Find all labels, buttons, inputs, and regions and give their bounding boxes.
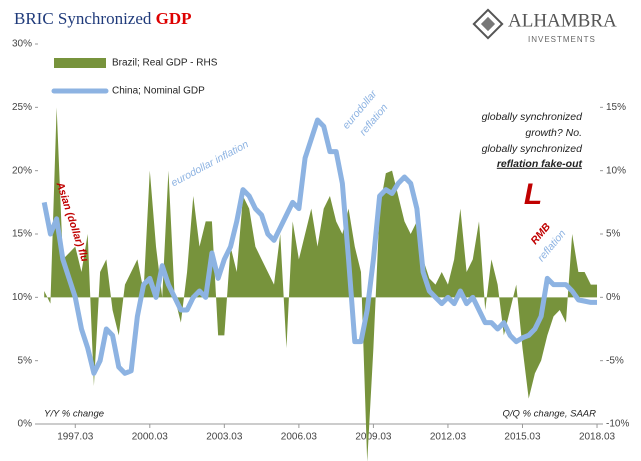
x-tick-label: 1997.03 [57,432,94,443]
logo-subtext: INVESTMENTS [528,35,596,44]
y-tick-label: 5% [18,355,33,366]
x-tick-label: 2003.03 [206,432,243,443]
y2-tick-label: 15% [606,102,626,113]
title-highlight: GDP [156,9,192,28]
x-tick-label: 2009.03 [355,432,392,443]
annotation: growth? No. [525,127,582,139]
chart-title: BRIC Synchronized GDP [14,9,192,28]
axis-note: Q/Q % change, SAAR [503,409,597,420]
x-tick-label: 2006.03 [281,432,318,443]
y2-tick-label: 0% [606,292,621,303]
legend-label: Brazil; Real GDP - RHS [112,58,218,69]
y-tick-label: 30% [12,39,32,50]
y-tick-label: 0% [18,419,33,430]
y-tick-label: 15% [12,229,32,240]
y2-tick-label: 10% [606,165,626,176]
annotation: globally synchronized [482,111,584,123]
y2-tick-label: -5% [606,355,624,366]
logo-mark [480,16,496,32]
annotation: globally synchronized [482,143,584,155]
logo-mark [472,8,504,40]
legend-label: China; Nominal GDP [112,86,205,97]
logo: ALHAMBRA INVESTMENTS [472,8,617,44]
annotation: L [524,178,542,211]
y-tick-label: 25% [12,102,32,113]
title-part: BRIC Synchronized [14,9,152,28]
y-tick-label: 10% [12,292,32,303]
y-tick-label: 20% [12,165,32,176]
axis-note: Y/Y % change [44,409,104,420]
area [44,107,598,461]
y2-tick-label: -10% [606,419,629,430]
x-tick-label: 2012.03 [430,432,467,443]
legend-swatch [54,58,106,68]
x-tick-label: 2000.03 [132,432,169,443]
logo-text: ALHAMBRA [508,10,617,31]
annotation: eurodollar inflation [169,138,251,189]
y2-tick-label: 5% [606,229,621,240]
annotation: reflation fake-out [497,158,583,170]
plot-area: 0% 5% 10% 15% 20% 25% 30% -10% -5% 0% 5% 10% 15% 1997… [12,39,629,461]
x-tick-label: 2015.03 [504,432,541,443]
line [41,117,598,376]
x-tick-label: 2018.03 [579,432,616,443]
